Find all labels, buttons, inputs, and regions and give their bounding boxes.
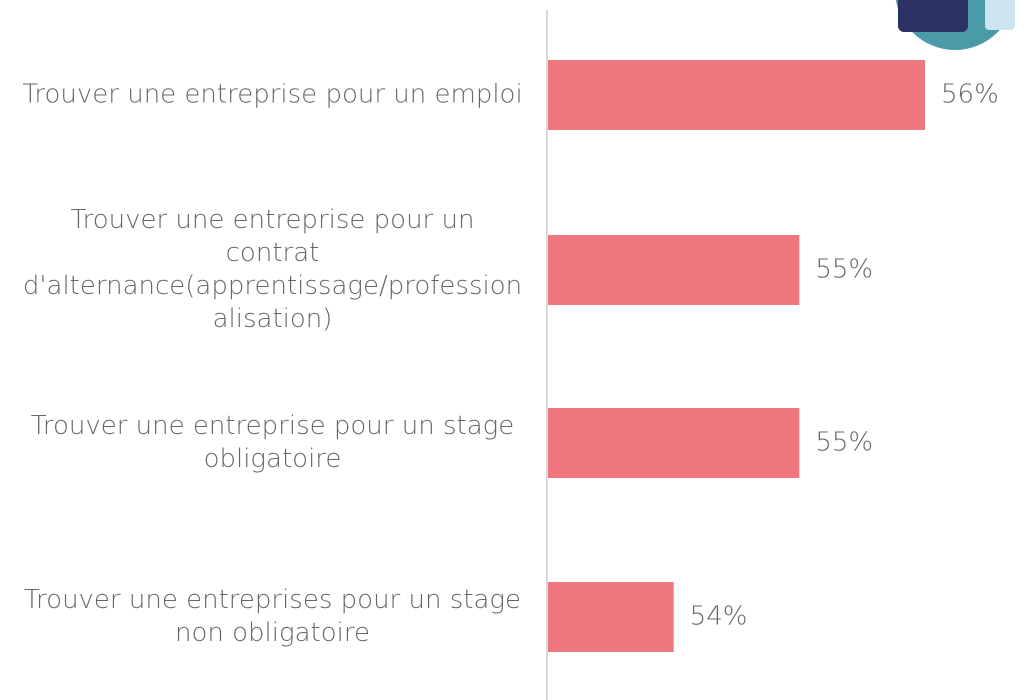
category-label: Trouver une entreprise pour un contrat d… [20,204,525,336]
category-label: Trouver une entreprise pour un emploi [20,79,525,112]
bar [548,582,674,652]
value-label: 56% [941,80,999,110]
bar [548,60,925,130]
value-label: 54% [690,602,748,632]
bar [548,235,799,305]
value-label: 55% [815,428,873,458]
category-label: Trouver une entreprise pour un stage obl… [20,410,525,476]
chart: 56% 55% 55% 54% Trouver une entreprise pour… [0,0,1028,700]
decorative-icon [895,0,1015,50]
category-label: Trouver une entreprises pour un stage no… [20,584,525,650]
bar [548,408,799,478]
value-label: 55% [815,255,873,285]
